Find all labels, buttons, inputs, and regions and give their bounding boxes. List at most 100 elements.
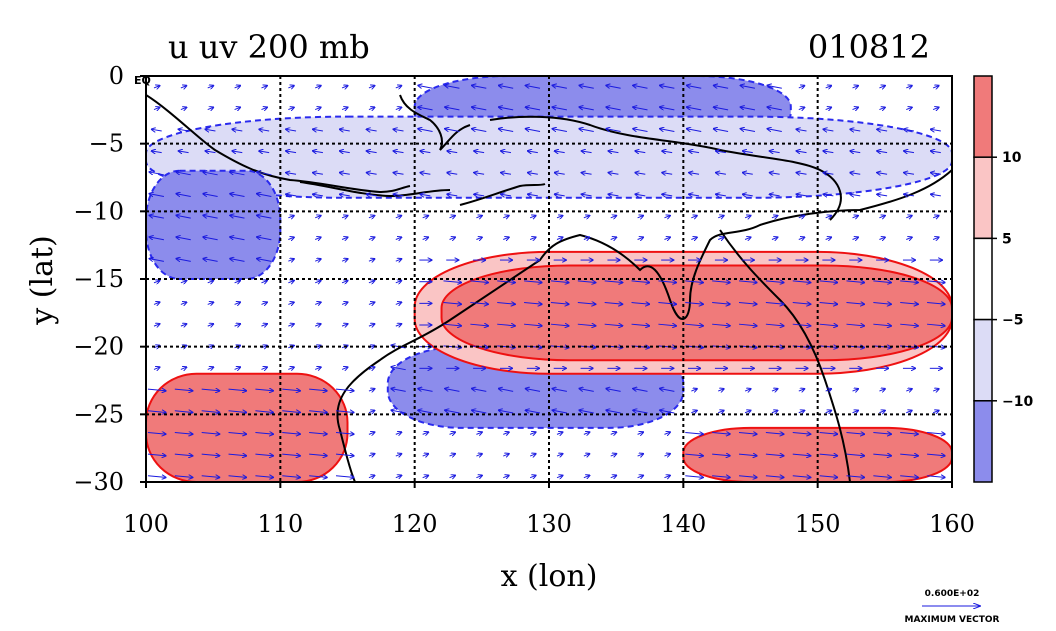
wind-vector	[234, 107, 241, 109]
wind-vector	[550, 346, 569, 348]
wind-vector	[610, 432, 617, 434]
x-tick-label: 120	[392, 510, 438, 538]
wind-vector	[259, 129, 270, 131]
wind-vector	[877, 173, 888, 175]
wind-vector	[685, 324, 703, 326]
wind-vector	[846, 281, 864, 283]
wind-vector	[528, 151, 538, 153]
wind-vector	[553, 389, 567, 392]
wind-vector	[741, 107, 756, 111]
wind-vector	[203, 237, 218, 241]
wind-vector	[660, 389, 675, 392]
wind-vector	[927, 324, 945, 326]
wind-vector	[718, 389, 724, 391]
wind-vector	[368, 475, 375, 477]
wind-vector	[741, 129, 756, 132]
wind-vector	[529, 237, 536, 239]
wind-vector	[341, 367, 348, 369]
wind-vector	[823, 151, 834, 153]
reference-vector-label: MAXIMUM VECTOR	[904, 615, 999, 625]
wind-vector	[476, 432, 482, 434]
wind-vector	[232, 151, 243, 153]
wind-vector	[341, 281, 348, 283]
grid-layer	[146, 76, 952, 482]
wind-vector	[203, 215, 218, 219]
wind-vector	[927, 303, 945, 305]
wind-vector	[765, 432, 784, 434]
wind-vector	[335, 432, 354, 434]
wind-vector	[228, 411, 247, 413]
wind-vector	[499, 129, 514, 132]
wind-vector	[394, 129, 404, 131]
wind-vector	[631, 281, 650, 283]
wind-vector	[207, 367, 214, 369]
wind-vector	[932, 107, 939, 109]
wind-vector	[449, 432, 456, 434]
wind-vector	[232, 129, 243, 131]
wind-vector	[550, 303, 569, 305]
wind-vector	[852, 107, 859, 109]
wind-vector	[577, 303, 596, 305]
wind-vector	[664, 237, 670, 239]
wind-vector	[852, 389, 859, 391]
wind-vector	[288, 86, 294, 88]
wind-vector	[257, 194, 272, 197]
wind-vector	[476, 216, 482, 218]
wind-vector	[288, 302, 294, 304]
wind-vector	[315, 259, 321, 261]
wind-vector	[476, 237, 482, 239]
wind-vector	[932, 237, 939, 239]
y-axis-label: y (lat)	[25, 235, 60, 325]
wind-vector	[152, 129, 162, 131]
wind-vector	[823, 173, 834, 175]
wind-vector	[391, 367, 406, 371]
wind-vector	[309, 476, 327, 478]
wind-vector	[201, 389, 220, 391]
x-tick-label: 150	[795, 510, 841, 538]
wind-vector	[660, 107, 675, 111]
wind-vector	[798, 107, 805, 109]
wind-vector	[579, 389, 594, 392]
wind-vector	[685, 476, 703, 478]
wind-vector	[257, 237, 272, 241]
y-tick-label: −10	[73, 197, 124, 225]
wind-vector	[687, 107, 702, 111]
wind-vector	[879, 216, 885, 218]
wind-vector	[315, 216, 321, 218]
wind-vector	[712, 303, 730, 305]
wind-vector	[577, 281, 596, 283]
colorbar-label: 5	[1002, 231, 1012, 247]
wind-vector	[579, 129, 594, 132]
wind-vector	[255, 389, 273, 391]
wind-vector	[234, 86, 241, 88]
wind-vector	[850, 129, 861, 131]
wind-vector	[261, 107, 267, 109]
wind-vector	[335, 389, 354, 391]
wind-vector	[150, 215, 164, 219]
wind-vector	[288, 324, 294, 326]
wind-vector	[579, 107, 594, 111]
wind-vector	[610, 475, 617, 477]
wind-vector	[712, 324, 730, 326]
wind-vector	[819, 432, 838, 434]
x-tick-label: 160	[929, 510, 975, 538]
wind-vector	[207, 107, 214, 109]
wind-vector	[234, 367, 241, 369]
wind-vector	[368, 281, 375, 283]
wind-vector	[744, 216, 751, 218]
wind-vector	[470, 324, 488, 326]
wind-vector	[228, 454, 247, 456]
wind-vector	[499, 107, 514, 111]
wind-vector	[606, 107, 621, 111]
wind-vector	[904, 194, 915, 196]
wind-vector	[259, 151, 270, 153]
wind-vector	[309, 432, 327, 434]
wind-vector	[738, 454, 757, 456]
wind-vector	[443, 324, 461, 326]
wind-vector	[341, 324, 348, 326]
wind-vector	[658, 281, 676, 283]
wind-vector	[180, 281, 187, 283]
wind-vector	[716, 151, 726, 153]
wind-vector	[873, 476, 891, 478]
wind-vector	[873, 346, 891, 348]
